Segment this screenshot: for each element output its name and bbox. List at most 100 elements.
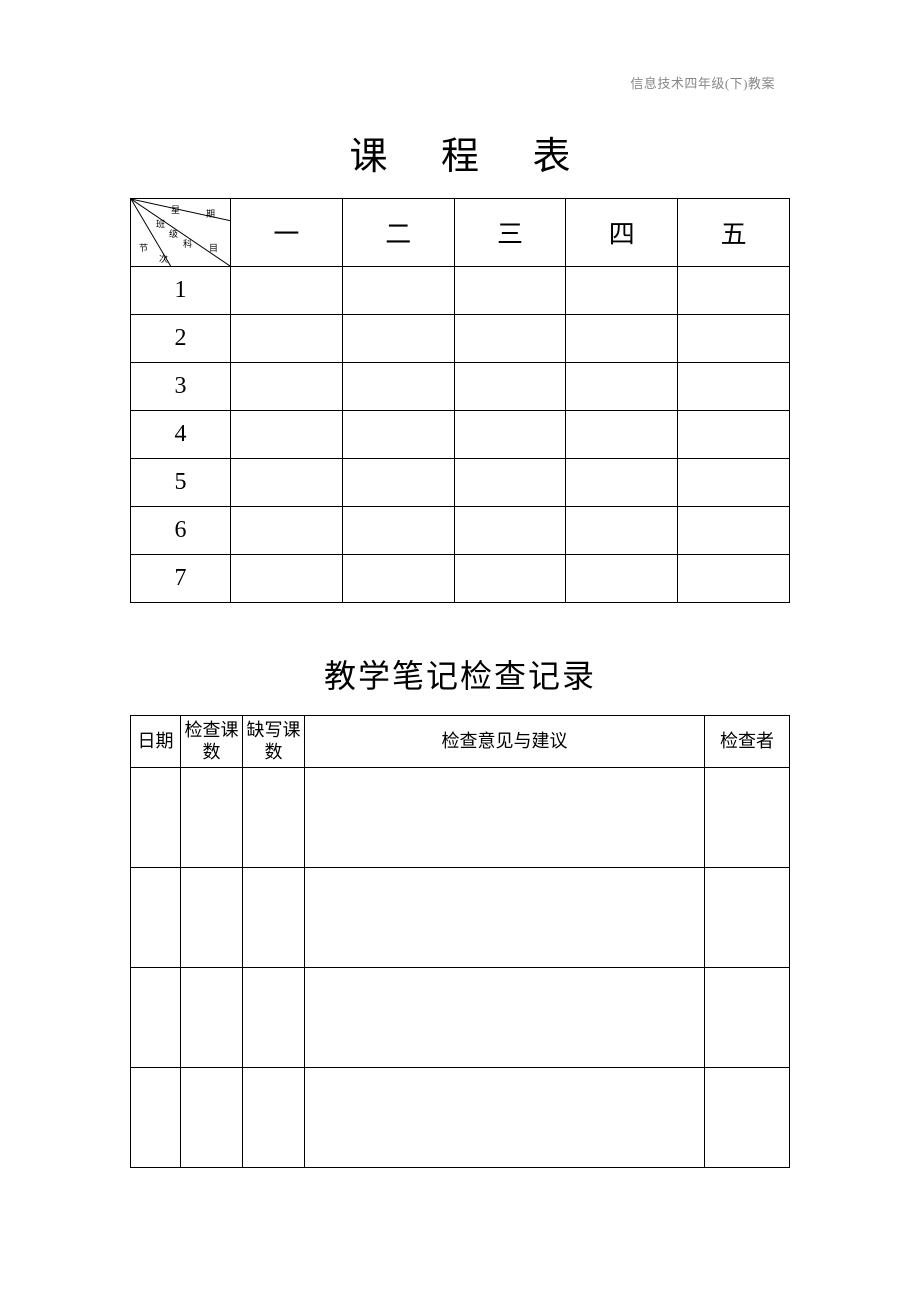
schedule-cell [231,555,343,603]
inspection-cell [705,1068,790,1168]
inspection-cell [243,1068,305,1168]
diag-label: 次 [159,252,168,265]
inspection-cell [181,1068,243,1168]
schedule-table: 星 期 班 级 科 目 节 次 一 二 三 四 五 1 2 3 [130,198,790,603]
day-header: 五 [678,199,790,267]
page-header-note: 信息技术四年级(下)教案 [630,73,775,92]
schedule-cell [454,555,566,603]
diag-label: 期 [206,207,215,220]
schedule-cell [454,507,566,555]
schedule-row: 7 [131,555,790,603]
inspection-row [131,968,790,1068]
diag-label: 班 [156,217,165,230]
diagonal-lines-icon [131,199,230,266]
inspection-col-header: 缺写课数 [243,716,305,768]
diag-label: 级 [169,227,178,240]
inspection-cell [305,968,705,1068]
schedule-cell [342,267,454,315]
day-header: 二 [342,199,454,267]
inspection-cell [181,868,243,968]
day-header: 三 [454,199,566,267]
schedule-cell [678,507,790,555]
inspection-cell [705,868,790,968]
inspection-table: 日期 检查课数 缺写课数 检查意见与建议 检查者 [130,715,790,1168]
diag-label: 节 [139,241,148,254]
schedule-diagonal-header: 星 期 班 级 科 目 节 次 [131,199,231,267]
inspection-header-row: 日期 检查课数 缺写课数 检查意见与建议 检查者 [131,716,790,768]
day-header: 四 [566,199,678,267]
col-label: 缺写课数 [247,720,301,762]
schedule-cell [231,315,343,363]
schedule-cell [454,411,566,459]
schedule-cell [566,459,678,507]
diag-label: 目 [209,241,218,254]
period-cell: 1 [131,267,231,315]
schedule-row: 3 [131,363,790,411]
period-cell: 3 [131,363,231,411]
schedule-cell [454,363,566,411]
schedule-cell [566,363,678,411]
inspection-cell [243,968,305,1068]
inspection-cell [131,968,181,1068]
period-cell: 4 [131,411,231,459]
inspection-cell [131,868,181,968]
schedule-cell [454,267,566,315]
inspection-row [131,1068,790,1168]
schedule-cell [342,363,454,411]
col-label: 检查课数 [185,720,239,762]
schedule-header-row: 星 期 班 级 科 目 节 次 一 二 三 四 五 [131,199,790,267]
schedule-cell [342,411,454,459]
schedule-cell [678,555,790,603]
col-label: 检查者 [720,731,774,751]
day-header: 一 [231,199,343,267]
inspection-cell [181,968,243,1068]
inspection-cell [243,768,305,868]
schedule-cell [566,411,678,459]
schedule-cell [678,315,790,363]
diag-label: 星 [171,203,180,216]
schedule-cell [342,315,454,363]
schedule-row: 5 [131,459,790,507]
inspection-title: 教学笔记检查记录 [130,651,790,697]
schedule-row: 2 [131,315,790,363]
schedule-cell [566,507,678,555]
col-label: 检查意见与建议 [442,731,568,751]
inspection-col-header: 检查者 [705,716,790,768]
col-label: 日期 [138,731,174,751]
inspection-cell [305,1068,705,1168]
schedule-cell [678,363,790,411]
schedule-cell [566,315,678,363]
schedule-cell [454,459,566,507]
diag-label: 科 [183,237,192,250]
schedule-cell [566,267,678,315]
schedule-cell [342,555,454,603]
schedule-cell [231,363,343,411]
schedule-row: 6 [131,507,790,555]
inspection-row [131,768,790,868]
schedule-cell [342,507,454,555]
schedule-cell [454,315,566,363]
schedule-cell [678,459,790,507]
period-cell: 6 [131,507,231,555]
schedule-cell [231,459,343,507]
inspection-cell [181,768,243,868]
inspection-cell [705,768,790,868]
schedule-cell [231,267,343,315]
inspection-cell [305,768,705,868]
period-cell: 2 [131,315,231,363]
inspection-row [131,868,790,968]
inspection-col-header: 检查意见与建议 [305,716,705,768]
schedule-cell [678,267,790,315]
schedule-row: 1 [131,267,790,315]
period-cell: 7 [131,555,231,603]
inspection-cell [131,768,181,868]
inspection-cell [131,1068,181,1168]
schedule-row: 4 [131,411,790,459]
inspection-cell [243,868,305,968]
schedule-cell [678,411,790,459]
period-cell: 5 [131,459,231,507]
inspection-col-header: 日期 [131,716,181,768]
inspection-cell [705,968,790,1068]
inspection-cell [305,868,705,968]
schedule-title: 课 程 表 [130,125,790,180]
